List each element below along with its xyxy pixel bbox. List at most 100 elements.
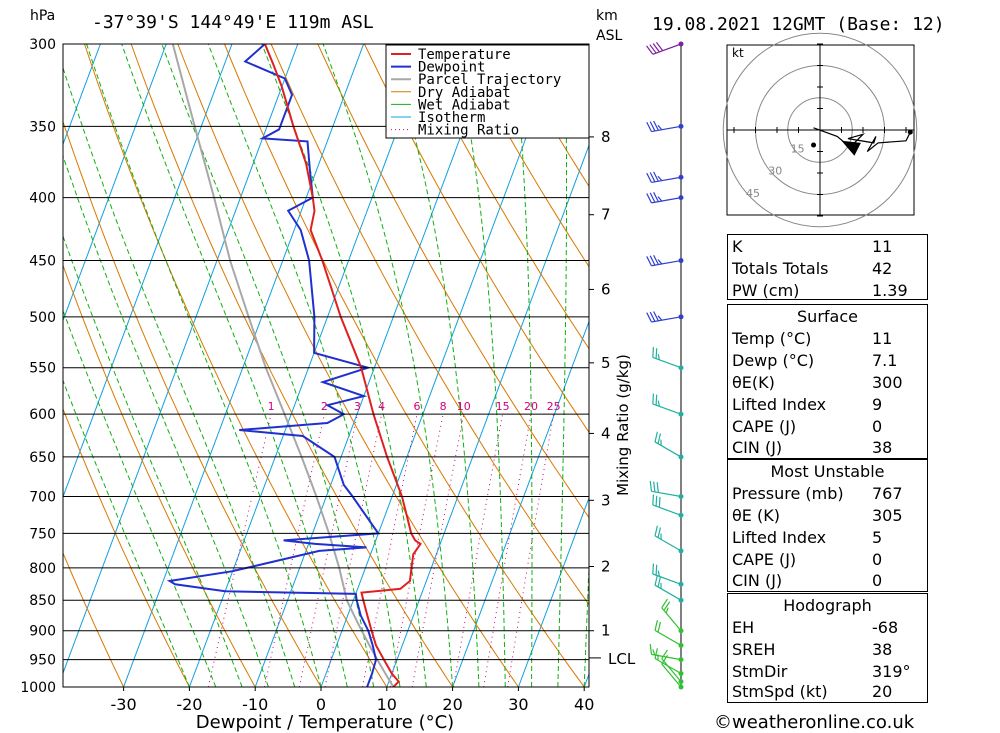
wind-barb-dot xyxy=(678,41,684,47)
hodograph-ring xyxy=(722,32,918,228)
wind-barb-flag xyxy=(657,175,663,182)
hodograph-ring-label: 45 xyxy=(746,187,760,200)
pressure-tick-label: 300 xyxy=(29,37,56,53)
wind-barb-flag xyxy=(657,570,660,577)
wet-adiabat-line xyxy=(121,44,348,687)
mixing-ratio-label: 10 xyxy=(457,400,471,413)
mixing-ratio-axis-label: Mixing Ratio (g/kg) xyxy=(614,354,632,496)
wind-barb-dot xyxy=(678,642,684,648)
wind-barb-dot xyxy=(678,195,684,201)
wind-barb-staff xyxy=(651,125,682,133)
indices-row: K 11 xyxy=(732,237,893,256)
indices-table: K 11 Totals Totals 42 PW (cm) 1.39 xyxy=(727,234,928,300)
pressure-tick-label: 600 xyxy=(29,407,56,423)
unstable-row: θE (K) 305 xyxy=(732,506,903,525)
unstable-row: CIN (J) 0 xyxy=(732,571,883,590)
wind-barb-staff xyxy=(654,657,682,674)
wind-barb-flag xyxy=(657,621,662,633)
pressure-tick-label: 450 xyxy=(29,254,56,270)
wind-barb-flag xyxy=(649,121,656,132)
isotherm-line xyxy=(63,44,167,322)
wind-barb xyxy=(654,525,684,554)
mixing-ratio-line xyxy=(264,414,325,687)
profiles xyxy=(166,44,422,687)
wind-barb-staff xyxy=(661,663,682,688)
wind-barb-dot xyxy=(678,679,684,685)
legend-label: Temperature xyxy=(418,47,511,63)
surface-row: CIN (J) 38 xyxy=(732,438,893,457)
x-tick-label: 10 xyxy=(377,695,397,714)
wind-barb-staff xyxy=(651,316,682,323)
x-tick-label: 0 xyxy=(316,695,326,714)
wind-barb-flag xyxy=(649,44,657,54)
hodograph-title: Hodograph xyxy=(783,596,872,615)
most-unstable-title: Most Unstable xyxy=(770,462,885,481)
wet-adiabat-line xyxy=(583,555,589,687)
km-tick-label: 5 xyxy=(601,354,611,372)
legend-label: Wet Adiabat xyxy=(418,97,511,113)
indices-row: PW (cm) 1.39 xyxy=(732,281,908,300)
wind-barb-flag xyxy=(654,574,659,586)
wind-barb-dot xyxy=(678,411,684,417)
isotherm-line xyxy=(63,44,299,675)
wind-barb-dot xyxy=(678,123,684,129)
wind-barb-flag xyxy=(657,354,660,360)
wind-barb-staff xyxy=(651,259,682,267)
wind-barb-dot xyxy=(678,494,684,500)
wind-barb xyxy=(661,649,684,685)
mixing-ratio-label: 6 xyxy=(414,400,421,413)
hodograph: kt 15 30 45 xyxy=(722,32,918,228)
x-tick-label: -30 xyxy=(111,695,137,714)
wind-barb-dot xyxy=(678,657,684,663)
wind-barb-flag xyxy=(661,649,668,659)
surface-row: Dewp (°C) 7.1 xyxy=(732,351,898,370)
legend-label: Parcel Trajectory xyxy=(418,72,561,88)
surface-table: Surface Temp (°C) 11 Dewp (°C) 7.1 θE(K) 30… xyxy=(727,304,928,459)
wind-barb-flag xyxy=(654,525,659,537)
legend-label: Dewpoint xyxy=(418,60,485,76)
km-tick-label: 4 xyxy=(601,424,611,442)
wind-barb-flag xyxy=(652,494,655,506)
wind-barb-flag xyxy=(657,196,663,202)
isotherm-line xyxy=(517,496,589,687)
temperature-line xyxy=(263,44,422,687)
wind-barb-flag xyxy=(657,315,663,321)
wind-barb-flag xyxy=(649,192,656,203)
surface-row: Temp (°C) 11 xyxy=(732,329,893,348)
wind-barb-dot xyxy=(678,314,684,320)
hodograph-row: SREH 38 xyxy=(732,640,893,659)
wind-barb-flag xyxy=(652,563,655,575)
wind-barb-dot xyxy=(678,548,684,554)
hodograph-storm-dot xyxy=(811,142,817,148)
wind-barb-dot xyxy=(678,684,684,690)
mixing-ratio-label: 15 xyxy=(496,400,510,413)
wind-barb-flag xyxy=(653,481,656,492)
wind-barb-dot xyxy=(678,597,684,603)
wind-barb xyxy=(646,311,684,323)
wind-barb-flag xyxy=(653,120,659,131)
wind-barb-flag xyxy=(652,649,656,656)
hodograph-table: Hodograph EH -68 SREH 38 StmDir 319° StmSpd… xyxy=(727,593,928,703)
wind-barb-flag xyxy=(654,431,659,443)
isotherm-line xyxy=(123,44,365,687)
wind-barb xyxy=(652,393,684,417)
wind-barb-dot xyxy=(678,512,684,518)
wind-barb xyxy=(652,346,684,371)
dry-adiabat-line xyxy=(457,44,589,268)
pressure-tick-label: 500 xyxy=(29,310,56,326)
pressure-tick-label: 550 xyxy=(29,361,56,377)
plot-frame xyxy=(62,43,590,688)
km-tick-label: 1 xyxy=(601,622,611,640)
x-tick-label: -20 xyxy=(176,695,202,714)
axes: 1 2 3 4 6 8 10 15 20 2530035040045050055060065070… xyxy=(20,37,635,714)
wind-barb-staff xyxy=(652,573,682,585)
wind-barb-staff xyxy=(652,504,682,516)
wind-barb xyxy=(649,643,684,663)
wet-adiabat-line xyxy=(513,44,533,687)
isotherm-line xyxy=(452,320,589,687)
lcl-label: LCL xyxy=(608,650,636,668)
unstable-row: CAPE (J) 0 xyxy=(732,550,883,569)
wet-adiabat-line xyxy=(557,44,567,687)
wind-barb-dot xyxy=(678,670,684,676)
wind-barb-dot xyxy=(678,581,684,587)
